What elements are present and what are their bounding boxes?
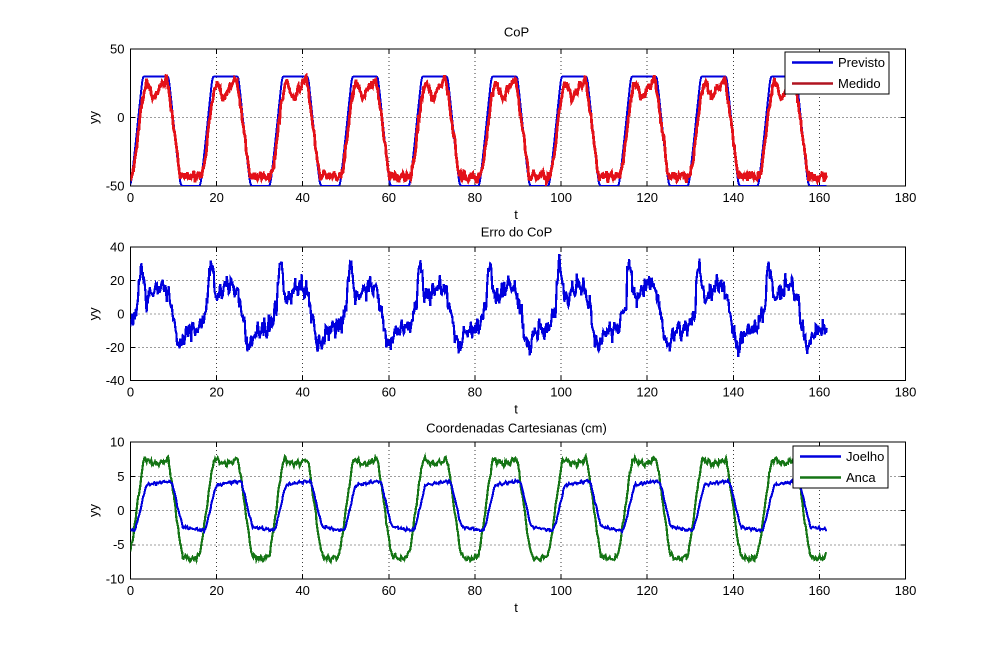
svg-text:Erro do CoP: Erro do CoP [481, 225, 553, 240]
svg-text:yy: yy [86, 307, 101, 321]
svg-text:100: 100 [550, 190, 572, 205]
svg-text:140: 140 [722, 190, 744, 205]
svg-text:5: 5 [117, 469, 124, 484]
svg-text:yy: yy [86, 111, 101, 125]
svg-text:180: 180 [895, 583, 917, 598]
svg-text:t: t [514, 402, 518, 417]
svg-text:Joelho: Joelho [846, 449, 884, 464]
svg-text:160: 160 [809, 583, 831, 598]
svg-text:60: 60 [382, 385, 396, 400]
svg-text:60: 60 [382, 190, 396, 205]
svg-text:0: 0 [127, 190, 134, 205]
svg-text:140: 140 [722, 385, 744, 400]
svg-text:CoP: CoP [504, 25, 529, 40]
svg-text:20: 20 [209, 583, 223, 598]
svg-text:0: 0 [117, 503, 124, 518]
svg-text:80: 80 [468, 583, 482, 598]
svg-text:40: 40 [295, 583, 309, 598]
svg-text:20: 20 [209, 385, 223, 400]
svg-text:Previsto: Previsto [838, 55, 885, 70]
svg-text:40: 40 [295, 385, 309, 400]
svg-text:-40: -40 [106, 373, 125, 388]
svg-text:-50: -50 [106, 179, 125, 194]
svg-text:40: 40 [110, 240, 124, 255]
svg-text:-5: -5 [113, 537, 125, 552]
svg-text:t: t [514, 600, 518, 615]
svg-text:120: 120 [636, 583, 658, 598]
svg-text:140: 140 [722, 583, 744, 598]
svg-text:10: 10 [110, 435, 124, 450]
svg-text:80: 80 [468, 385, 482, 400]
svg-text:120: 120 [636, 385, 658, 400]
svg-text:50: 50 [110, 42, 124, 57]
svg-text:-20: -20 [106, 340, 125, 355]
svg-text:80: 80 [468, 190, 482, 205]
svg-text:160: 160 [809, 385, 831, 400]
svg-text:-10: -10 [106, 572, 125, 587]
svg-text:t: t [514, 207, 518, 222]
svg-text:20: 20 [209, 190, 223, 205]
svg-text:160: 160 [809, 190, 831, 205]
svg-text:0: 0 [127, 385, 134, 400]
svg-text:0: 0 [117, 306, 124, 321]
svg-text:Anca: Anca [846, 470, 876, 485]
svg-text:Coordenadas Cartesianas (cm): Coordenadas Cartesianas (cm) [426, 421, 607, 436]
svg-text:180: 180 [895, 385, 917, 400]
svg-text:Medido: Medido [838, 76, 881, 91]
svg-text:20: 20 [110, 273, 124, 288]
svg-text:100: 100 [550, 385, 572, 400]
svg-text:0: 0 [117, 110, 124, 125]
svg-text:100: 100 [550, 583, 572, 598]
svg-text:120: 120 [636, 190, 658, 205]
svg-text:yy: yy [86, 504, 101, 518]
svg-text:40: 40 [295, 190, 309, 205]
svg-text:60: 60 [382, 583, 396, 598]
svg-text:180: 180 [895, 190, 917, 205]
svg-text:0: 0 [127, 583, 134, 598]
